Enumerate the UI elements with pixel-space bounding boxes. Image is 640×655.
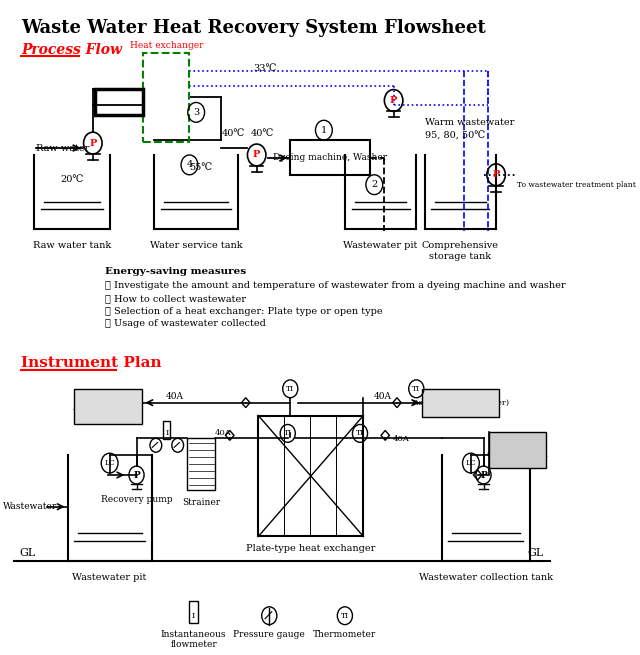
Text: ① Investigate the amount and temperature of wastewater from a dyeing machine and: ① Investigate the amount and temperature… [106, 281, 566, 290]
Text: Raw water: Raw water [36, 143, 89, 153]
Text: 3: 3 [193, 108, 199, 117]
Text: Recovery pump: Recovery pump [100, 495, 172, 504]
Text: 2: 2 [371, 180, 378, 189]
Text: To wastewater treatment plant: To wastewater treatment plant [517, 181, 636, 189]
Bar [488, 432, 546, 468]
Bar [259, 415, 364, 536]
Text: P: P [480, 470, 487, 479]
Text: I: I [192, 612, 195, 620]
Text: TI: TI [341, 612, 349, 620]
Text: Raw water tank: Raw water tank [33, 241, 111, 250]
Text: Thermometer: Thermometer [313, 629, 376, 639]
Text: TI: TI [284, 430, 292, 438]
Text: 55℃: 55℃ [189, 163, 212, 172]
Text: P: P [492, 170, 500, 179]
Text: Warm wastewater: Warm wastewater [425, 118, 514, 127]
Text: P: P [133, 470, 140, 479]
Text: ④ Usage of wastewater collected: ④ Usage of wastewater collected [106, 320, 266, 328]
Text: Recovered
wastewater tank: Recovered wastewater tank [73, 398, 143, 415]
Text: 1: 1 [321, 126, 327, 135]
Text: Process Flow: Process Flow [21, 43, 122, 57]
Bar [189, 601, 198, 623]
Text: ② How to collect wastewater: ② How to collect wastewater [106, 293, 246, 303]
Text: 40A: 40A [214, 430, 232, 438]
Text: 40A: 40A [374, 392, 392, 402]
Text: Dyeing machine, Washer: Dyeing machine, Washer [273, 153, 387, 162]
Text: Wastewater pit: Wastewater pit [72, 573, 147, 582]
Text: Plate-type heat exchanger: Plate-type heat exchanger [246, 544, 376, 553]
Text: P: P [89, 139, 97, 147]
Bar [143, 53, 189, 142]
Bar [187, 438, 216, 490]
Text: LC: LC [465, 459, 476, 467]
Text: Wastewater: Wastewater [3, 502, 57, 511]
Text: LC: LC [104, 459, 115, 467]
Text: TI: TI [286, 384, 294, 393]
Text: I: I [165, 430, 168, 438]
Text: Heat exchanger: Heat exchanger [129, 41, 203, 50]
Text: 40℃: 40℃ [221, 128, 244, 138]
Text: To wastewater
treatment plant: To wastewater treatment plant [487, 441, 547, 459]
Text: Wastewater pit: Wastewater pit [344, 241, 418, 250]
Text: TI: TI [412, 384, 420, 393]
Bar [163, 422, 170, 440]
Text: 40A: 40A [166, 392, 184, 402]
Text: Strainer: Strainer [182, 498, 220, 507]
Bar [291, 140, 370, 175]
Text: Pressure gauge: Pressure gauge [234, 629, 305, 639]
Text: Water service tank: Water service tank [150, 241, 243, 250]
Text: P: P [390, 96, 397, 105]
Text: 95, 80, 50℃: 95, 80, 50℃ [425, 132, 485, 141]
Text: Waste Water Heat Recovery System Flowsheet: Waste Water Heat Recovery System Flowshe… [21, 19, 486, 37]
Text: 40℃: 40℃ [251, 128, 274, 138]
Bar [74, 389, 143, 424]
Text: 20℃: 20℃ [60, 176, 83, 184]
Text: ③ Selection of a heat exchanger: Plate type or open type: ③ Selection of a heat exchanger: Plate t… [106, 307, 383, 316]
Text: 40A: 40A [393, 436, 410, 443]
Text: Comprehensive
storage tank: Comprehensive storage tank [422, 241, 499, 261]
Bar [422, 389, 499, 417]
Text: TI: TI [356, 430, 364, 438]
Text: 33℃: 33℃ [253, 64, 276, 73]
Text: GL: GL [527, 548, 543, 558]
Text: 4: 4 [186, 160, 193, 170]
Text: Instantaneous
flowmeter: Instantaneous flowmeter [161, 629, 227, 649]
Text: Raw water (soft water): Raw water (soft water) [412, 399, 509, 407]
Text: Energy-saving measures: Energy-saving measures [106, 267, 246, 276]
Text: Wastewater collection tank: Wastewater collection tank [419, 573, 552, 582]
Text: GL: GL [20, 548, 36, 558]
Text: Instrument Plan: Instrument Plan [21, 356, 162, 370]
Text: P: P [253, 151, 260, 159]
Bar [95, 88, 143, 115]
